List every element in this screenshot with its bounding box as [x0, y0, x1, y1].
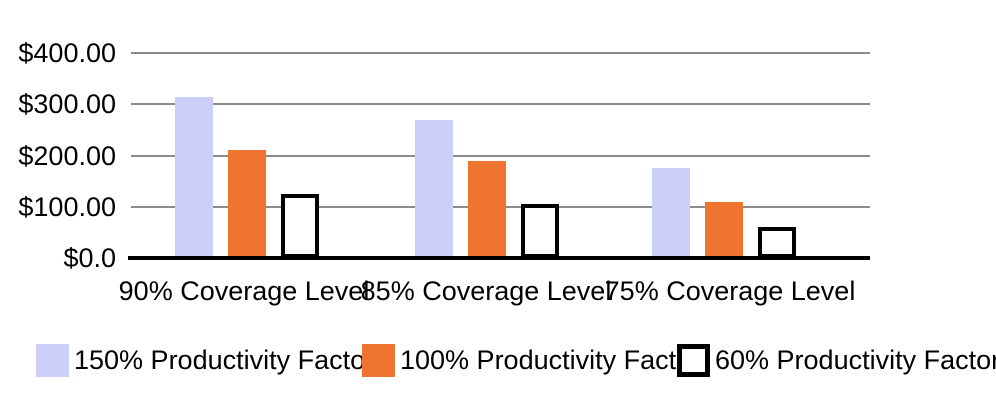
gridline [131, 155, 870, 157]
x-category-label: 90% Coverage Level [118, 276, 370, 306]
x-category-label: 85% Coverage Level [360, 276, 612, 306]
y-tick-label: $100.00 [18, 192, 116, 222]
bar-60pct-productivity-90pct-coverage [281, 194, 319, 258]
bar-100pct-productivity-85pct-coverage [468, 161, 506, 258]
legend-item: 60% Productivity Factor [677, 344, 996, 377]
y-tick-label: $400.00 [18, 38, 116, 68]
legend-item: 100% Productivity Factor [362, 344, 700, 377]
legend-swatch-100pct-productivity [362, 344, 395, 377]
legend-label: 60% Productivity Factor [715, 345, 996, 375]
x-category-label: 75% Coverage Level [604, 276, 856, 306]
bar-150pct-productivity-85pct-coverage [415, 120, 453, 258]
legend-label: 150% Productivity Factor [74, 345, 375, 375]
legend-label: 100% Productivity Factor [400, 345, 701, 375]
y-tick-label: $200.00 [18, 141, 116, 171]
bar-60pct-productivity-85pct-coverage [521, 204, 559, 258]
legend-item: 150% Productivity Factor [36, 344, 374, 377]
gridline [131, 103, 870, 105]
legend-swatch-150pct-productivity [36, 344, 69, 377]
legend-swatch-60pct-productivity [677, 344, 710, 377]
bar-150pct-productivity-90pct-coverage [175, 97, 213, 258]
bar-150pct-productivity-75pct-coverage [652, 168, 690, 258]
bar-100pct-productivity-75pct-coverage [705, 202, 743, 258]
bar-100pct-productivity-90pct-coverage [228, 150, 266, 258]
y-tick-label: $300.00 [18, 89, 116, 119]
y-tick-label: $0.0 [63, 243, 116, 273]
bar-60pct-productivity-75pct-coverage [758, 227, 796, 258]
gridline [131, 52, 870, 54]
x-axis-line [128, 256, 870, 260]
